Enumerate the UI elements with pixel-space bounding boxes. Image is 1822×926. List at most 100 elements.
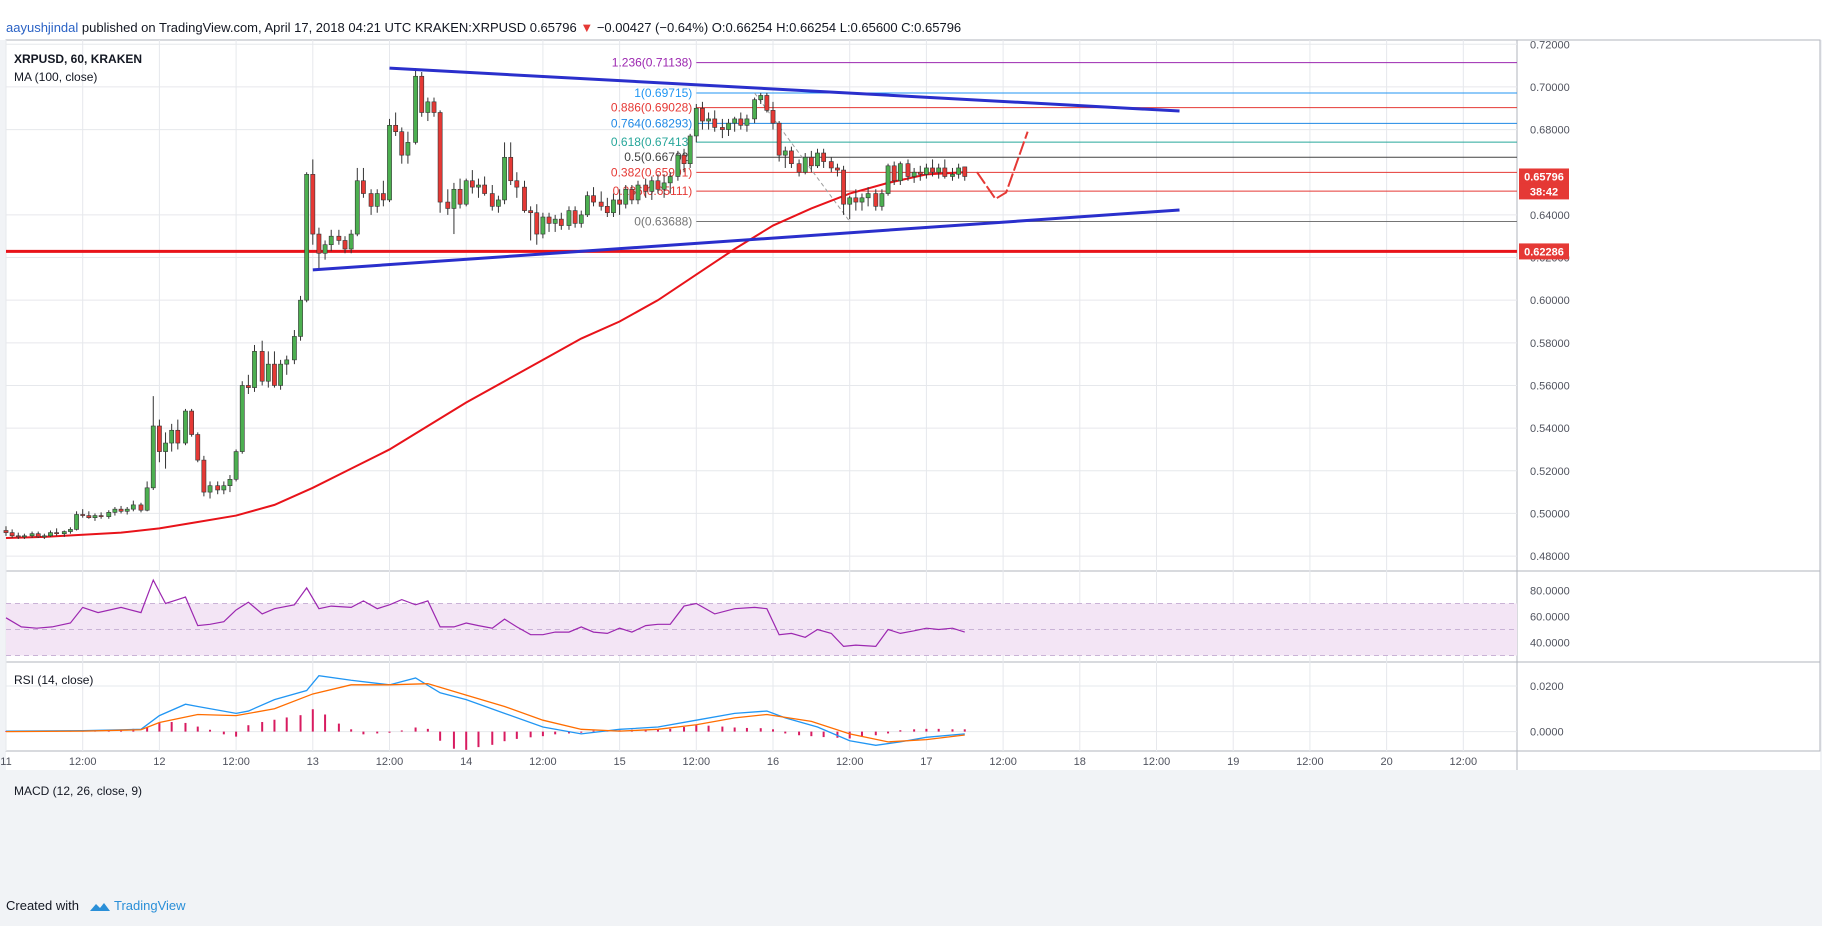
candle-body: [496, 199, 501, 207]
candle-body: [924, 167, 929, 175]
price-tick-label: 0.48000: [1530, 551, 1570, 563]
candle-body: [393, 125, 399, 132]
publish-header: aayushjindal published on TradingView.co…: [0, 0, 1822, 40]
candle-body: [936, 167, 942, 173]
candle-body: [41, 535, 47, 538]
last-price-tag-bg: [1519, 168, 1569, 185]
candle: [514, 172, 520, 198]
candle: [815, 148, 820, 168]
candle: [189, 408, 194, 437]
candle-body: [239, 385, 245, 452]
candle: [419, 71, 425, 117]
candle: [201, 455, 207, 497]
candle-body: [22, 535, 27, 538]
candle: [712, 110, 718, 132]
price-tick-label: 0.68000: [1530, 125, 1570, 137]
candle-body: [74, 514, 79, 530]
candle-body: [380, 193, 386, 201]
candle: [431, 97, 437, 117]
countdown-tag-bg: [1519, 183, 1569, 200]
time-tick-label: 12:00: [1296, 756, 1324, 768]
candle-body: [744, 118, 750, 126]
candle-body: [764, 95, 770, 111]
candle-body: [183, 410, 188, 444]
author-link[interactable]: aayushjindal: [6, 20, 79, 35]
candle: [942, 159, 948, 179]
candle: [552, 214, 558, 232]
candle-body: [284, 359, 290, 365]
candle: [546, 212, 552, 232]
candle-body: [233, 451, 239, 480]
fib-level-label: 0.886(0.69028): [611, 101, 692, 115]
candle: [163, 432, 168, 469]
price-tick-label: 0.72000: [1530, 39, 1570, 51]
candle: [776, 121, 782, 162]
candle-body: [405, 142, 411, 156]
support-price-tag: 0.62286: [1524, 246, 1564, 258]
candle-body: [661, 182, 667, 190]
candle-body: [437, 112, 443, 203]
candle: [29, 531, 35, 538]
candle: [924, 163, 929, 179]
candle-body: [124, 508, 130, 512]
candle: [693, 103, 699, 143]
candle: [950, 167, 955, 181]
candle-body: [130, 504, 136, 510]
candle: [227, 475, 233, 493]
candle-body: [298, 299, 303, 337]
tradingview-logo[interactable]: TradingView: [89, 898, 186, 913]
candle: [445, 189, 451, 215]
rsi-tick-label: 60.0000: [1530, 612, 1570, 624]
candle-body: [221, 485, 227, 491]
fib-level-label: 1(0.69715): [634, 86, 692, 100]
candle: [169, 423, 175, 452]
candle-body: [649, 180, 655, 192]
candle-body: [821, 152, 827, 162]
candle: [207, 481, 213, 499]
candle: [368, 189, 374, 215]
candle-body: [328, 235, 334, 246]
candle: [885, 163, 891, 196]
candle-body: [789, 150, 794, 164]
candle-body: [245, 385, 251, 388]
fib-level-label: 1.236(0.71138): [612, 56, 693, 70]
time-tick-label: 14: [460, 756, 472, 768]
candle: [265, 351, 271, 388]
signal-line: [5, 683, 965, 743]
candle-body: [189, 410, 194, 435]
candle-body: [86, 515, 92, 518]
candle: [354, 167, 360, 237]
trendline-upper: [389, 66, 1180, 113]
candle: [252, 344, 257, 392]
candle-body: [962, 166, 968, 177]
candle: [130, 500, 136, 512]
price-change: −0.00427 (−0.64%): [596, 20, 709, 35]
candle-body: [917, 171, 923, 175]
candle-body: [292, 336, 297, 361]
candle-body: [502, 156, 507, 201]
created-with-text: Created with: [6, 898, 79, 913]
candle-body: [399, 131, 405, 156]
candle: [393, 112, 399, 136]
candle: [124, 507, 130, 515]
candle-body: [706, 118, 711, 122]
candle: [789, 146, 794, 168]
candle-body: [252, 351, 257, 388]
candle: [558, 212, 564, 230]
candle-body: [585, 195, 590, 216]
candle-body: [558, 218, 564, 226]
candle-body: [68, 529, 73, 532]
candle: [150, 396, 156, 490]
rsi-tick-label: 80.0000: [1530, 586, 1570, 598]
candle: [54, 528, 60, 536]
candle: [245, 374, 251, 394]
ma-indicator-label: MA (100, close): [14, 70, 97, 84]
candle-body: [566, 210, 572, 226]
candle: [278, 359, 283, 390]
candle: [540, 212, 546, 239]
price-tick-label: 0.64000: [1530, 210, 1570, 222]
candle-body: [853, 197, 859, 203]
candle: [92, 513, 98, 521]
candle: [15, 532, 21, 540]
